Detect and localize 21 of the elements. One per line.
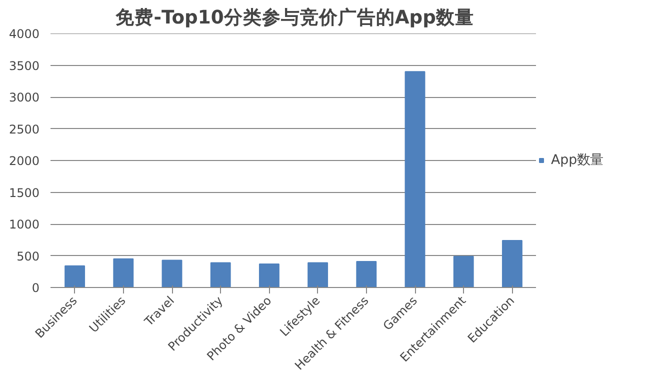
- chart-title: 免费-Top10分类参与竞价广告的App数量: [114, 6, 474, 28]
- bar: [404, 71, 426, 288]
- bar: [502, 240, 522, 288]
- y-tick-label: 3500: [8, 58, 40, 73]
- bar: [162, 260, 182, 288]
- y-tick-label: 2500: [8, 122, 40, 136]
- bar: [258, 264, 280, 288]
- y-tick-label: 1500: [8, 186, 40, 200]
- y-tick-label: 2000: [8, 154, 40, 168]
- bar: [210, 262, 231, 288]
- y-tick-label: 0: [32, 281, 40, 295]
- bar: [113, 258, 134, 288]
- bar: [308, 262, 328, 288]
- y-tick-label: 4000: [8, 27, 40, 41]
- y-tick-label: 500: [16, 249, 40, 264]
- y-tick-label: 3000: [8, 90, 40, 104]
- legend-label: App数量: [551, 152, 604, 169]
- bar: [356, 260, 377, 288]
- bar: [64, 265, 86, 288]
- bar: [453, 256, 474, 288]
- y-tick-label: 1000: [8, 218, 40, 232]
